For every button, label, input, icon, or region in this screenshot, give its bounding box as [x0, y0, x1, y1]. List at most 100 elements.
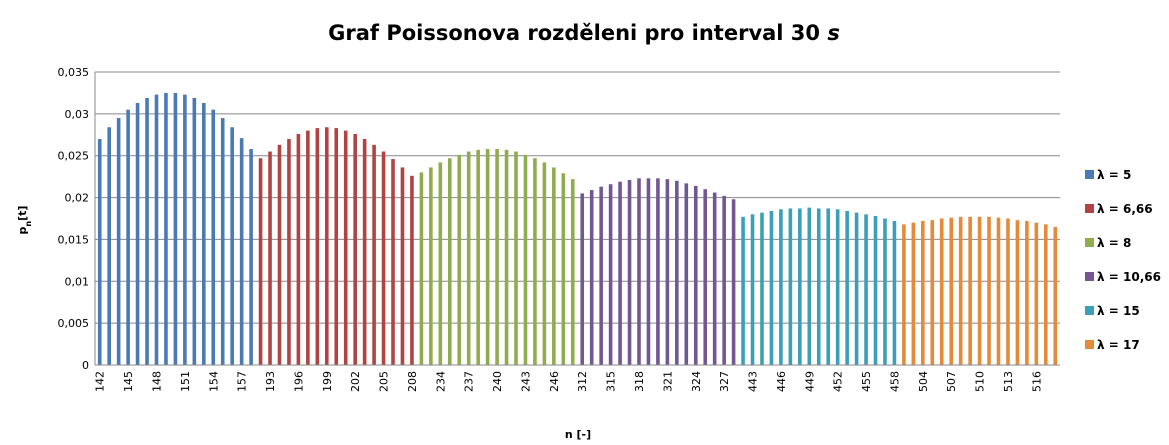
x-tick-label: 324 [690, 371, 703, 392]
bar [97, 138, 102, 365]
x-tick-label: 157 [236, 371, 249, 392]
bar [315, 128, 320, 365]
bar [902, 224, 906, 365]
legend-swatch [1085, 340, 1094, 349]
bar [183, 94, 187, 366]
x-tick-label: 234 [434, 371, 447, 392]
y-tick-label: 0,015 [58, 233, 90, 246]
x-tick-label: 507 [945, 371, 958, 392]
bar [154, 94, 159, 366]
bar [192, 97, 197, 366]
bar [930, 220, 935, 365]
y-label-sub: n [24, 221, 33, 227]
x-tick-label: 205 [378, 371, 391, 392]
title-italic: s [827, 21, 840, 45]
bar [760, 212, 764, 365]
bar [410, 175, 414, 365]
bar [173, 92, 178, 365]
bar [552, 167, 556, 365]
x-tick-label: 154 [207, 371, 220, 392]
legend-label: λ = 17 [1097, 338, 1140, 352]
bar [618, 181, 622, 365]
x-tick-label: 516 [1030, 371, 1043, 392]
x-tick-label: 455 [860, 371, 873, 392]
bar [391, 159, 395, 365]
legend-swatch [1085, 238, 1094, 247]
y-label-base: p [16, 226, 29, 234]
bar [126, 109, 130, 366]
x-tick-label: 452 [832, 371, 845, 392]
x-tick-label: 208 [406, 371, 419, 392]
x-tick-label: 315 [605, 371, 618, 392]
bar [826, 208, 831, 365]
x-tick-label: 148 [150, 371, 163, 392]
bar [485, 149, 490, 365]
bar [968, 216, 972, 365]
bar [230, 127, 234, 365]
bar [864, 214, 868, 365]
legend-swatch [1085, 204, 1094, 213]
bar [476, 149, 480, 365]
x-tick-label: 193 [264, 371, 277, 392]
bar [1034, 222, 1039, 365]
y-tick-label: 0,03 [65, 108, 90, 121]
bar [731, 199, 736, 365]
bar [306, 130, 310, 365]
legend-label: λ = 15 [1097, 304, 1140, 318]
legend-label: λ = 10,66 [1097, 270, 1161, 284]
bar [400, 167, 405, 365]
x-tick-label: 446 [775, 371, 788, 392]
bar [268, 151, 272, 365]
x-tick-label: 321 [661, 371, 674, 392]
bar [646, 178, 651, 365]
bar [277, 144, 282, 365]
bar [1025, 221, 1029, 365]
bar [164, 92, 168, 365]
bar [589, 190, 594, 365]
bar [1044, 224, 1048, 365]
bar [429, 167, 433, 365]
x-tick-label: 240 [491, 371, 504, 392]
bar [788, 208, 793, 365]
bar [324, 127, 329, 365]
bar [296, 133, 301, 365]
x-tick-label: 327 [718, 371, 731, 392]
bar [135, 102, 140, 365]
y-tick-label: 0,035 [58, 66, 90, 79]
bar [977, 216, 982, 365]
x-tick-label: 449 [803, 371, 816, 392]
bar [1006, 218, 1010, 365]
x-tick-label: 199 [321, 371, 334, 392]
bar [514, 151, 518, 365]
x-tick-label: 237 [463, 371, 476, 392]
bar [533, 158, 537, 365]
bar [372, 144, 376, 365]
x-tick-label: 246 [548, 371, 561, 392]
legend-swatch [1085, 306, 1094, 315]
bar [239, 138, 244, 365]
y-axis-label: pn[t] [16, 206, 33, 235]
x-tick-label: 142 [94, 371, 107, 392]
bar [542, 162, 547, 365]
legend-label: λ = 8 [1097, 236, 1131, 250]
bar [343, 130, 348, 365]
x-tick-label: 458 [888, 371, 901, 392]
bar [1053, 226, 1058, 365]
bar [381, 151, 386, 365]
x-tick-label: 312 [576, 371, 589, 392]
bar [438, 162, 443, 365]
y-tick-label: 0,01 [65, 275, 90, 288]
bar [684, 183, 689, 365]
bar [741, 216, 745, 365]
y-tick-label: 0 [82, 359, 89, 372]
bar [987, 216, 991, 365]
bar [570, 179, 575, 365]
legend-label: λ = 5 [1097, 168, 1131, 182]
bar [447, 158, 452, 365]
chart-title: Graf Poissonova rozděleni pro interval 3… [328, 21, 840, 45]
x-tick-label: 504 [917, 371, 930, 392]
bar [656, 178, 660, 365]
y-tick-label: 0,025 [58, 150, 90, 163]
bar [1015, 220, 1020, 365]
